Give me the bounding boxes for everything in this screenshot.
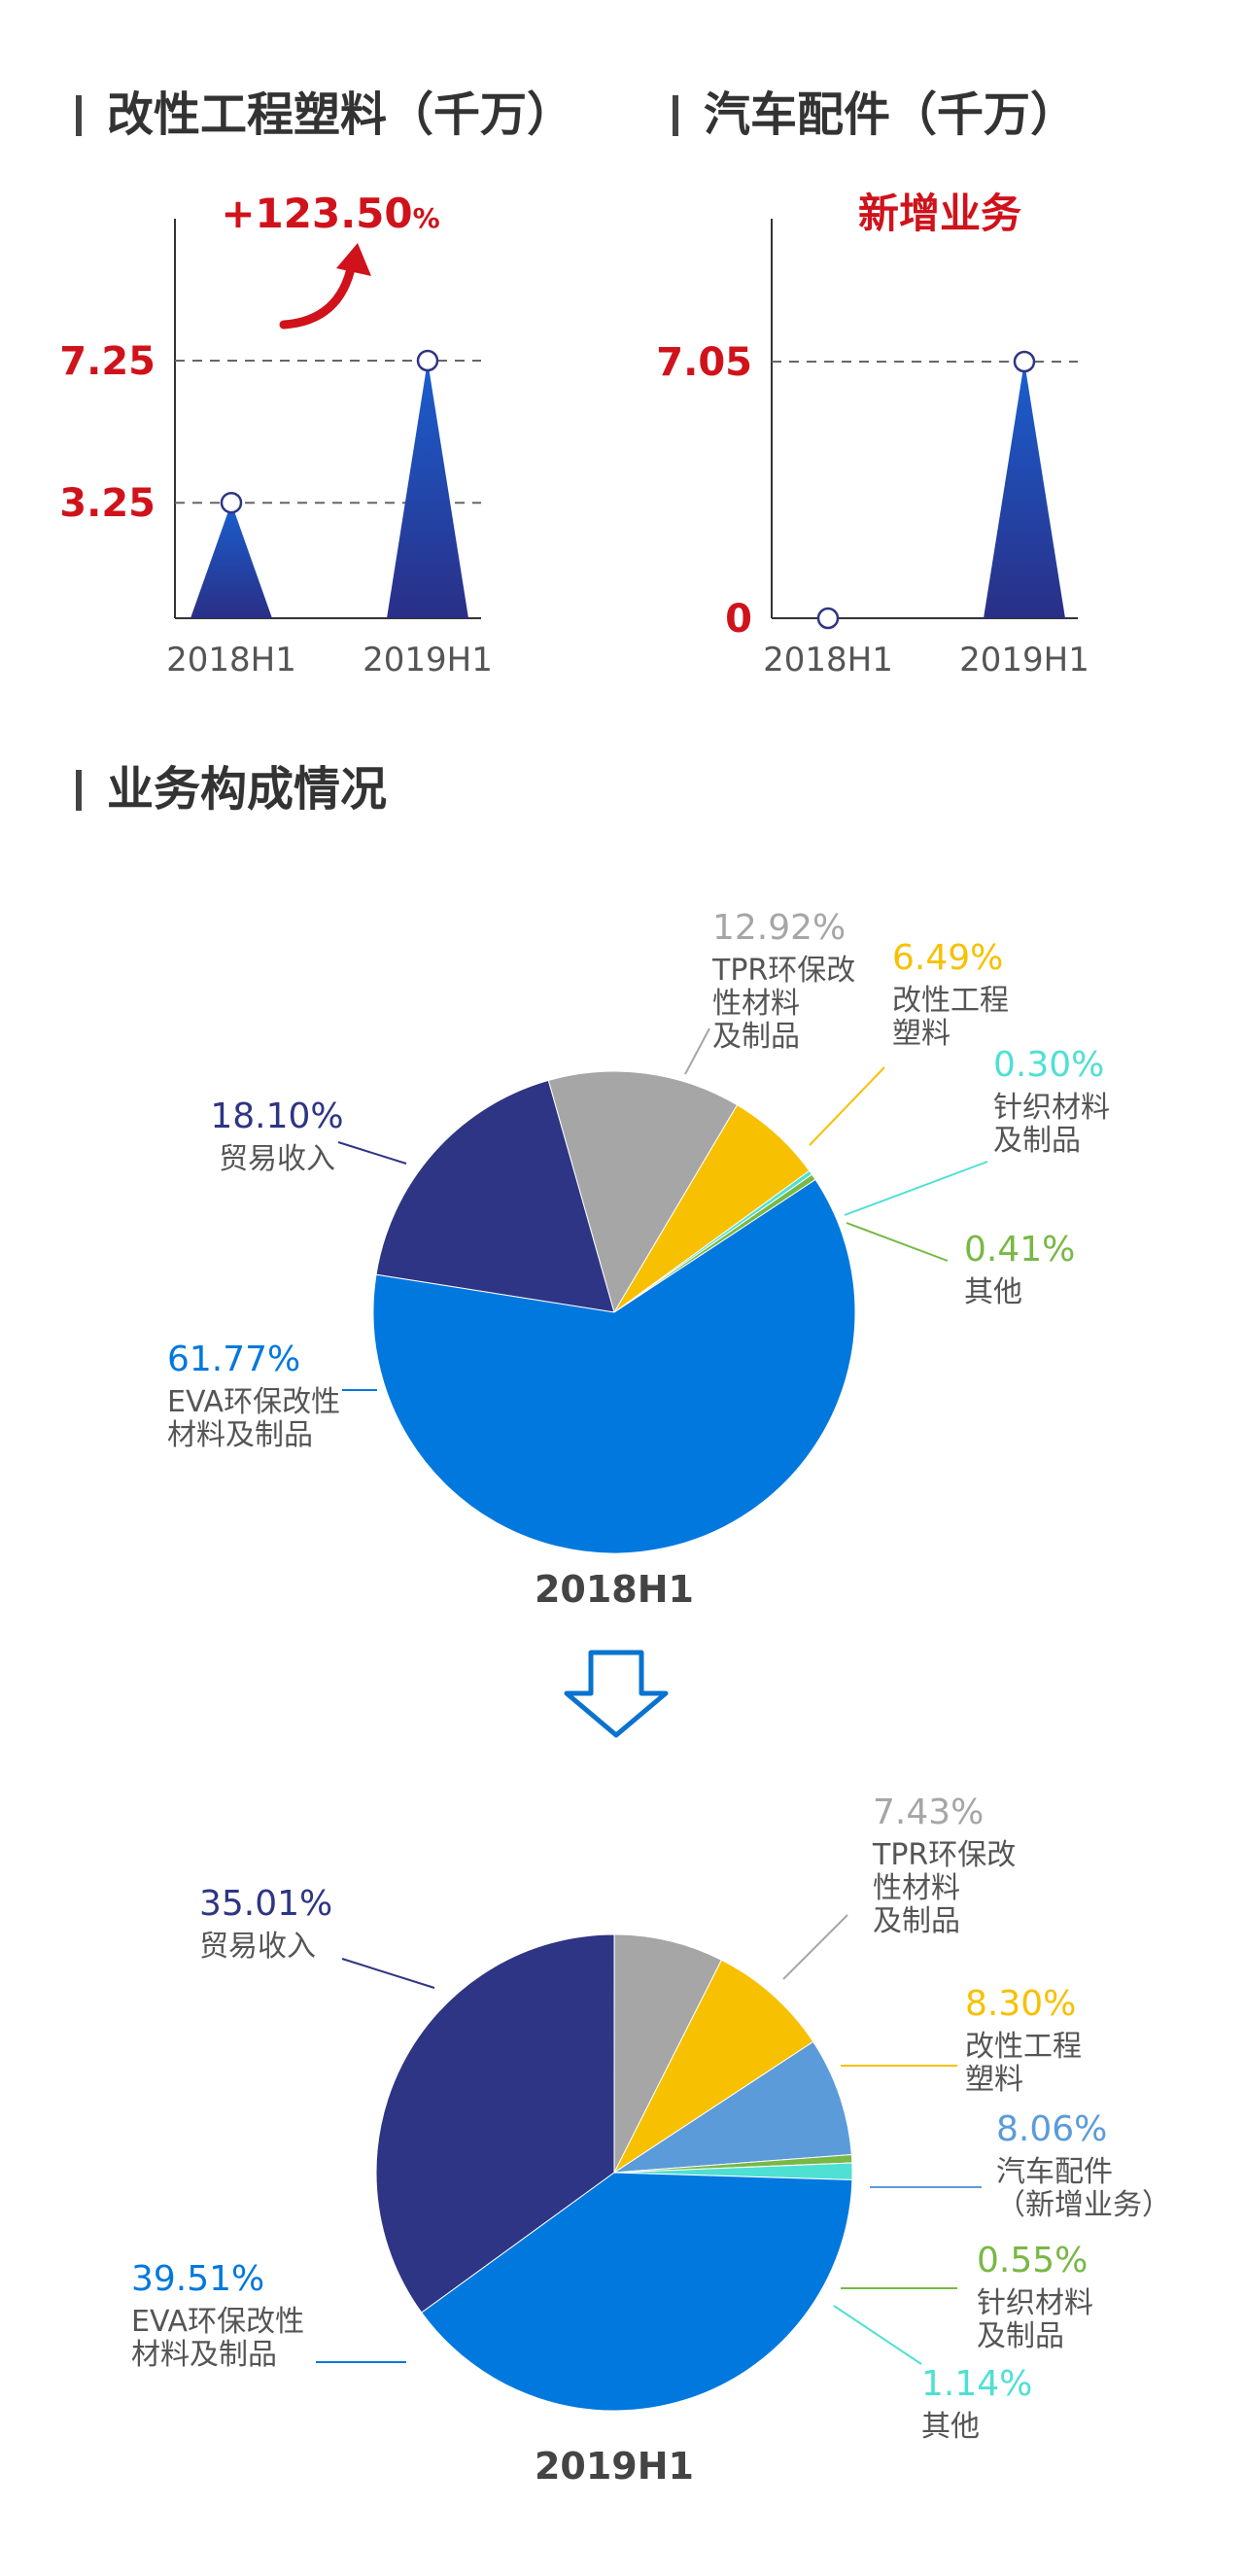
pie-slice [372,1178,856,1554]
slice-name-label: 及制品 [977,2319,1064,2353]
pie-caption: 2018H1 [535,1568,694,1611]
slice-name-label: 针织材料 [977,2286,1093,2320]
slice-name-label: （新增业务） [996,2188,1171,2222]
top-fragment-label: 2018H1 [144,0,274,3]
slice-name-label: 材料及制品 [131,2338,277,2372]
x-tick-label: 2019H1 [959,641,1089,679]
x-tick-label: 2018H1 [166,641,296,679]
top-fragment-label: 2019H1 [934,0,1064,3]
slice-percent-label: 12.92% [712,908,846,948]
top-fragment-label: 2019H1 [335,0,466,3]
spike-chart-2: 汽车配件（千万） 2018H1 2019H1 7.05 0 新增业务 [656,87,1089,679]
slice-name-label: 及制品 [873,1904,960,1938]
y-tick-label: 7.05 [656,340,752,385]
slice-percent-label: 7.43% [873,1793,984,1832]
title-bar-marker [673,95,678,136]
leader-line [684,1027,710,1075]
pie-slice [375,1079,615,1313]
spike-bar-2018H1 [190,503,272,618]
pie-caption: 2019H1 [535,2445,694,2488]
section-title: 业务构成情况 [107,762,387,817]
slice-percent-label: 1.14% [921,2364,1032,2404]
slice-name-label: EVA环保改性 [131,2305,304,2339]
y-tick-label: 3.25 [59,481,156,526]
pie-slice [612,1959,814,2175]
pie-chart-2018H1: 18.10%贸易收入12.92%TPR环保改性材料及制品6.49%改性工程塑料0… [167,908,1110,1611]
slice-percent-label: 0.55% [977,2241,1088,2280]
slice-name-label: 汽车配件 [996,2155,1113,2189]
slice-percent-label: 18.10% [210,1097,343,1136]
spike-point-2018H1 [816,607,840,630]
slice-name-label: 针织材料 [993,1091,1110,1125]
leader-line [337,1141,407,1165]
slice-name-label: TPR环保改 [711,954,855,988]
transition-down-arrow-icon [564,1650,669,1738]
slice-name-label: 塑料 [965,2063,1023,2097]
spike-chart-1: 改性工程塑料（千万） 2018H1 2019H1 7.25 3.25 +123.50% [59,87,573,679]
leader-line [809,1066,885,1146]
slice-name-label: 性材料 [712,987,800,1021]
pie-slice [547,1070,739,1314]
spike-bar-2019H1 [387,361,468,618]
slice-percent-label: 0.30% [993,1045,1104,1085]
leader-line [846,1222,949,1262]
slice-percent-label: 8.30% [965,1984,1076,2024]
leader-line [341,1958,435,1989]
y-tick-label: 7.25 [59,339,156,384]
x-tick-label: 2018H1 [763,641,893,679]
slice-name-label: 及制品 [712,1020,800,1054]
slice-name-label: TPR环保改 [872,1838,1016,1872]
spike-point-2019H1 [1013,350,1036,373]
slice-percent-label: 8.06% [996,2109,1107,2149]
growth-arrow-head [336,243,371,276]
slice-name-label: 其他 [921,2410,980,2444]
top-fragment-label: 2018H1 [742,0,872,3]
title-bar-marker [76,770,82,811]
pie-slice [613,1933,723,2174]
growth-annotation: +123.50% [221,190,439,237]
pie-chart-2019H1: 35.01%贸易收入7.43%TPR环保改性材料及制品8.30%改性工程塑料8.… [131,1793,1171,2488]
slice-percent-label: 61.77% [167,1340,300,1379]
slice-percent-label: 6.49% [892,938,1003,978]
slice-name-label: EVA环保改性 [167,1385,340,1419]
pie-slice [375,1933,615,2314]
slice-percent-label: 0.41% [964,1230,1075,1270]
spike-point-2019H1 [416,349,439,372]
slice-name-label: 材料及制品 [167,1418,313,1452]
pie-slice [421,2172,853,2412]
leader-line [782,1914,848,1980]
slice-name-label: 改性工程 [965,2030,1082,2064]
leader-line [833,2305,922,2365]
slice-percent-label: 35.01% [199,1884,332,1924]
spike-bar-2019H1 [984,362,1065,618]
leader-line [844,1161,988,1216]
pie-slice [612,2040,852,2174]
growth-arrow-shaft [279,260,357,330]
chart-title: 汽车配件（千万） [704,87,1077,142]
title-bar-marker [76,95,82,136]
slice-name-label: 性材料 [873,1871,960,1905]
slice-name-label: 改性工程 [892,984,1009,1018]
x-tick-label: 2019H1 [363,641,493,679]
slice-name-label: 贸易收入 [199,1930,316,1964]
slice-percent-label: 39.51% [131,2259,264,2299]
new-business-annotation: 新增业务 [858,190,1021,237]
y-tick-label: 0 [725,597,752,642]
slice-name-label: 其他 [964,1275,1022,1309]
slice-name-label: 贸易收入 [219,1142,335,1176]
slice-name-label: 及制品 [993,1124,1081,1158]
chart-title: 改性工程塑料（千万） [107,87,573,142]
slice-name-label: 塑料 [892,1017,950,1051]
spike-point-2018H1 [220,491,243,514]
